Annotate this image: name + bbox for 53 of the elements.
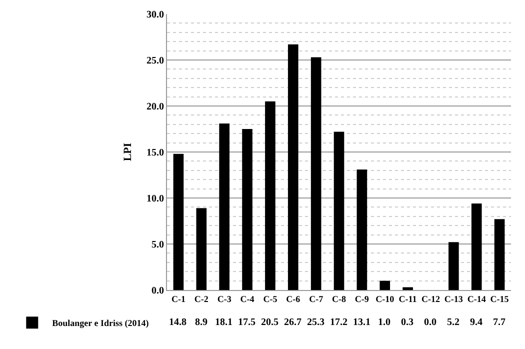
data-label: 0.0 <box>424 317 436 328</box>
y-tick-label: 10.0 <box>146 194 164 204</box>
y-tick-label: 30.0 <box>146 10 164 20</box>
x-tick-label: C-6 <box>286 294 301 304</box>
y-tick-label: 20.0 <box>146 102 164 112</box>
data-label: 9.4 <box>470 317 482 328</box>
x-tick-label: C-12 <box>421 294 440 304</box>
x-tick-label: C-5 <box>263 294 278 304</box>
data-label: 8.9 <box>195 317 208 328</box>
bar <box>219 123 230 290</box>
data-label: 18.1 <box>215 317 232 328</box>
y-tick-label: 5.0 <box>152 240 164 250</box>
y-axis-title: LPI <box>122 142 134 162</box>
data-label: 20.5 <box>261 317 278 328</box>
x-tick-label: C-10 <box>376 294 395 304</box>
data-label: 7.7 <box>493 317 506 328</box>
bar <box>310 57 322 290</box>
bar <box>471 204 482 290</box>
x-tick-label: C-8 <box>332 294 346 304</box>
x-tick-label: C-11 <box>398 294 418 304</box>
x-tick-label: C-14 <box>467 294 486 304</box>
data-label: 25.3 <box>307 317 324 328</box>
data-label: 26.7 <box>284 317 302 328</box>
bar <box>448 242 459 290</box>
x-tick-label: C-13 <box>444 294 464 304</box>
x-tick-label: C-1 <box>171 294 186 304</box>
data-label: 0.3 <box>401 317 414 328</box>
y-tick-label: 0.0 <box>152 286 164 296</box>
y-tick-label: 25.0 <box>146 56 164 66</box>
data-label: 5.2 <box>447 317 460 328</box>
data-label: 13.1 <box>353 317 370 328</box>
data-label: 14.8 <box>169 317 186 328</box>
bar <box>288 44 298 290</box>
data-label: 17.2 <box>330 317 348 328</box>
data-label: 1.0 <box>378 317 390 328</box>
bar <box>196 208 207 290</box>
x-tick-label: C-7 <box>309 294 324 304</box>
bar <box>265 101 276 290</box>
x-tick-label: C-9 <box>354 294 370 304</box>
bar <box>334 132 344 290</box>
x-tick-label: C-3 <box>217 294 232 304</box>
bar <box>380 280 390 290</box>
x-tick-label: C-4 <box>240 294 255 304</box>
bar <box>242 129 252 290</box>
bar <box>494 219 505 290</box>
data-label: 17.5 <box>238 317 256 328</box>
bar <box>356 169 368 290</box>
x-tick-label: C-15 <box>490 294 510 304</box>
legend-label: Boulanger e Idriss (2014) <box>52 318 149 328</box>
y-tick-label: 15.0 <box>146 148 164 158</box>
bar <box>173 154 184 290</box>
bar <box>402 287 413 290</box>
x-tick-label: C-2 <box>194 294 209 304</box>
